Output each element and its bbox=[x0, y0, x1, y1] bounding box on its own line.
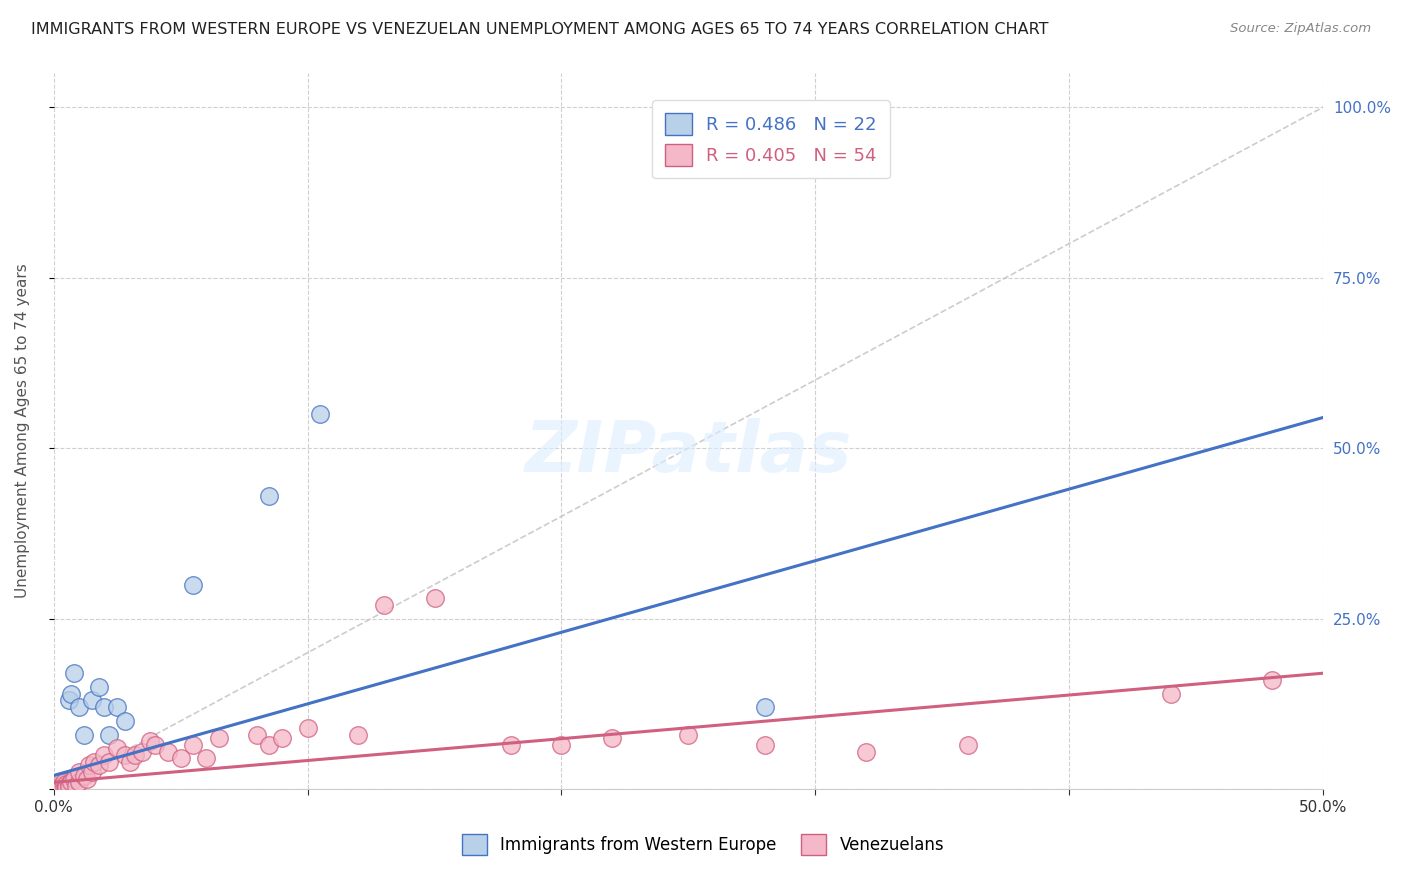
Point bbox=[347, 728, 370, 742]
Point bbox=[423, 591, 446, 606]
Point bbox=[114, 714, 136, 728]
Point bbox=[48, 775, 70, 789]
Point bbox=[194, 751, 217, 765]
Point bbox=[156, 745, 179, 759]
Point bbox=[52, 779, 75, 793]
Point bbox=[83, 755, 105, 769]
Point bbox=[89, 758, 111, 772]
Point bbox=[45, 779, 67, 793]
Text: Source: ZipAtlas.com: Source: ZipAtlas.com bbox=[1230, 22, 1371, 36]
Point bbox=[143, 738, 166, 752]
Point bbox=[80, 765, 103, 780]
Point bbox=[105, 741, 128, 756]
Point bbox=[754, 738, 776, 752]
Point bbox=[118, 755, 141, 769]
Point bbox=[48, 775, 70, 789]
Point bbox=[93, 747, 115, 762]
Point bbox=[48, 779, 70, 793]
Point bbox=[58, 777, 80, 791]
Point bbox=[45, 779, 67, 793]
Point bbox=[181, 738, 204, 752]
Point bbox=[73, 768, 96, 782]
Point bbox=[1160, 687, 1182, 701]
Point bbox=[55, 779, 77, 793]
Point bbox=[52, 775, 75, 789]
Point bbox=[76, 772, 98, 786]
Point bbox=[855, 745, 877, 759]
Point bbox=[1261, 673, 1284, 687]
Point bbox=[73, 728, 96, 742]
Point bbox=[373, 598, 395, 612]
Point bbox=[169, 751, 191, 765]
Point bbox=[55, 777, 77, 791]
Point bbox=[52, 775, 75, 789]
Point bbox=[208, 731, 231, 745]
Point bbox=[58, 693, 80, 707]
Point bbox=[48, 779, 70, 793]
Point bbox=[60, 775, 83, 789]
Point bbox=[259, 489, 281, 503]
Point bbox=[678, 728, 700, 742]
Point bbox=[754, 700, 776, 714]
Point bbox=[499, 738, 522, 752]
Point bbox=[131, 745, 153, 759]
Point bbox=[550, 738, 572, 752]
Point bbox=[297, 721, 319, 735]
Point bbox=[271, 731, 294, 745]
Point bbox=[67, 700, 90, 714]
Point bbox=[93, 700, 115, 714]
Point bbox=[98, 728, 121, 742]
Point bbox=[259, 738, 281, 752]
Point bbox=[55, 775, 77, 789]
Text: IMMIGRANTS FROM WESTERN EUROPE VS VENEZUELAN UNEMPLOYMENT AMONG AGES 65 TO 74 YE: IMMIGRANTS FROM WESTERN EUROPE VS VENEZU… bbox=[31, 22, 1049, 37]
Point bbox=[105, 700, 128, 714]
Point bbox=[98, 755, 121, 769]
Point bbox=[67, 775, 90, 789]
Point bbox=[728, 107, 751, 121]
Point bbox=[51, 780, 73, 795]
Point bbox=[309, 407, 332, 421]
Legend: Immigrants from Western Europe, Venezuelans: Immigrants from Western Europe, Venezuel… bbox=[456, 828, 950, 862]
Point bbox=[114, 747, 136, 762]
Point bbox=[89, 680, 111, 694]
Point bbox=[181, 577, 204, 591]
Point bbox=[124, 747, 146, 762]
Point bbox=[77, 758, 100, 772]
Y-axis label: Unemployment Among Ages 65 to 74 years: Unemployment Among Ages 65 to 74 years bbox=[15, 264, 30, 599]
Point bbox=[51, 775, 73, 789]
Point bbox=[600, 731, 623, 745]
Legend: R = 0.486   N = 22, R = 0.405   N = 54: R = 0.486 N = 22, R = 0.405 N = 54 bbox=[652, 100, 890, 178]
Point bbox=[51, 779, 73, 793]
Point bbox=[80, 693, 103, 707]
Point bbox=[55, 780, 77, 795]
Point bbox=[60, 687, 83, 701]
Point bbox=[956, 738, 979, 752]
Point bbox=[67, 765, 90, 780]
Point bbox=[139, 734, 162, 748]
Point bbox=[63, 772, 86, 786]
Point bbox=[45, 780, 67, 794]
Point bbox=[246, 728, 269, 742]
Point bbox=[63, 666, 86, 681]
Text: ZIPatlas: ZIPatlas bbox=[524, 418, 852, 487]
Point bbox=[65, 779, 87, 793]
Point bbox=[51, 779, 73, 793]
Point bbox=[58, 780, 80, 794]
